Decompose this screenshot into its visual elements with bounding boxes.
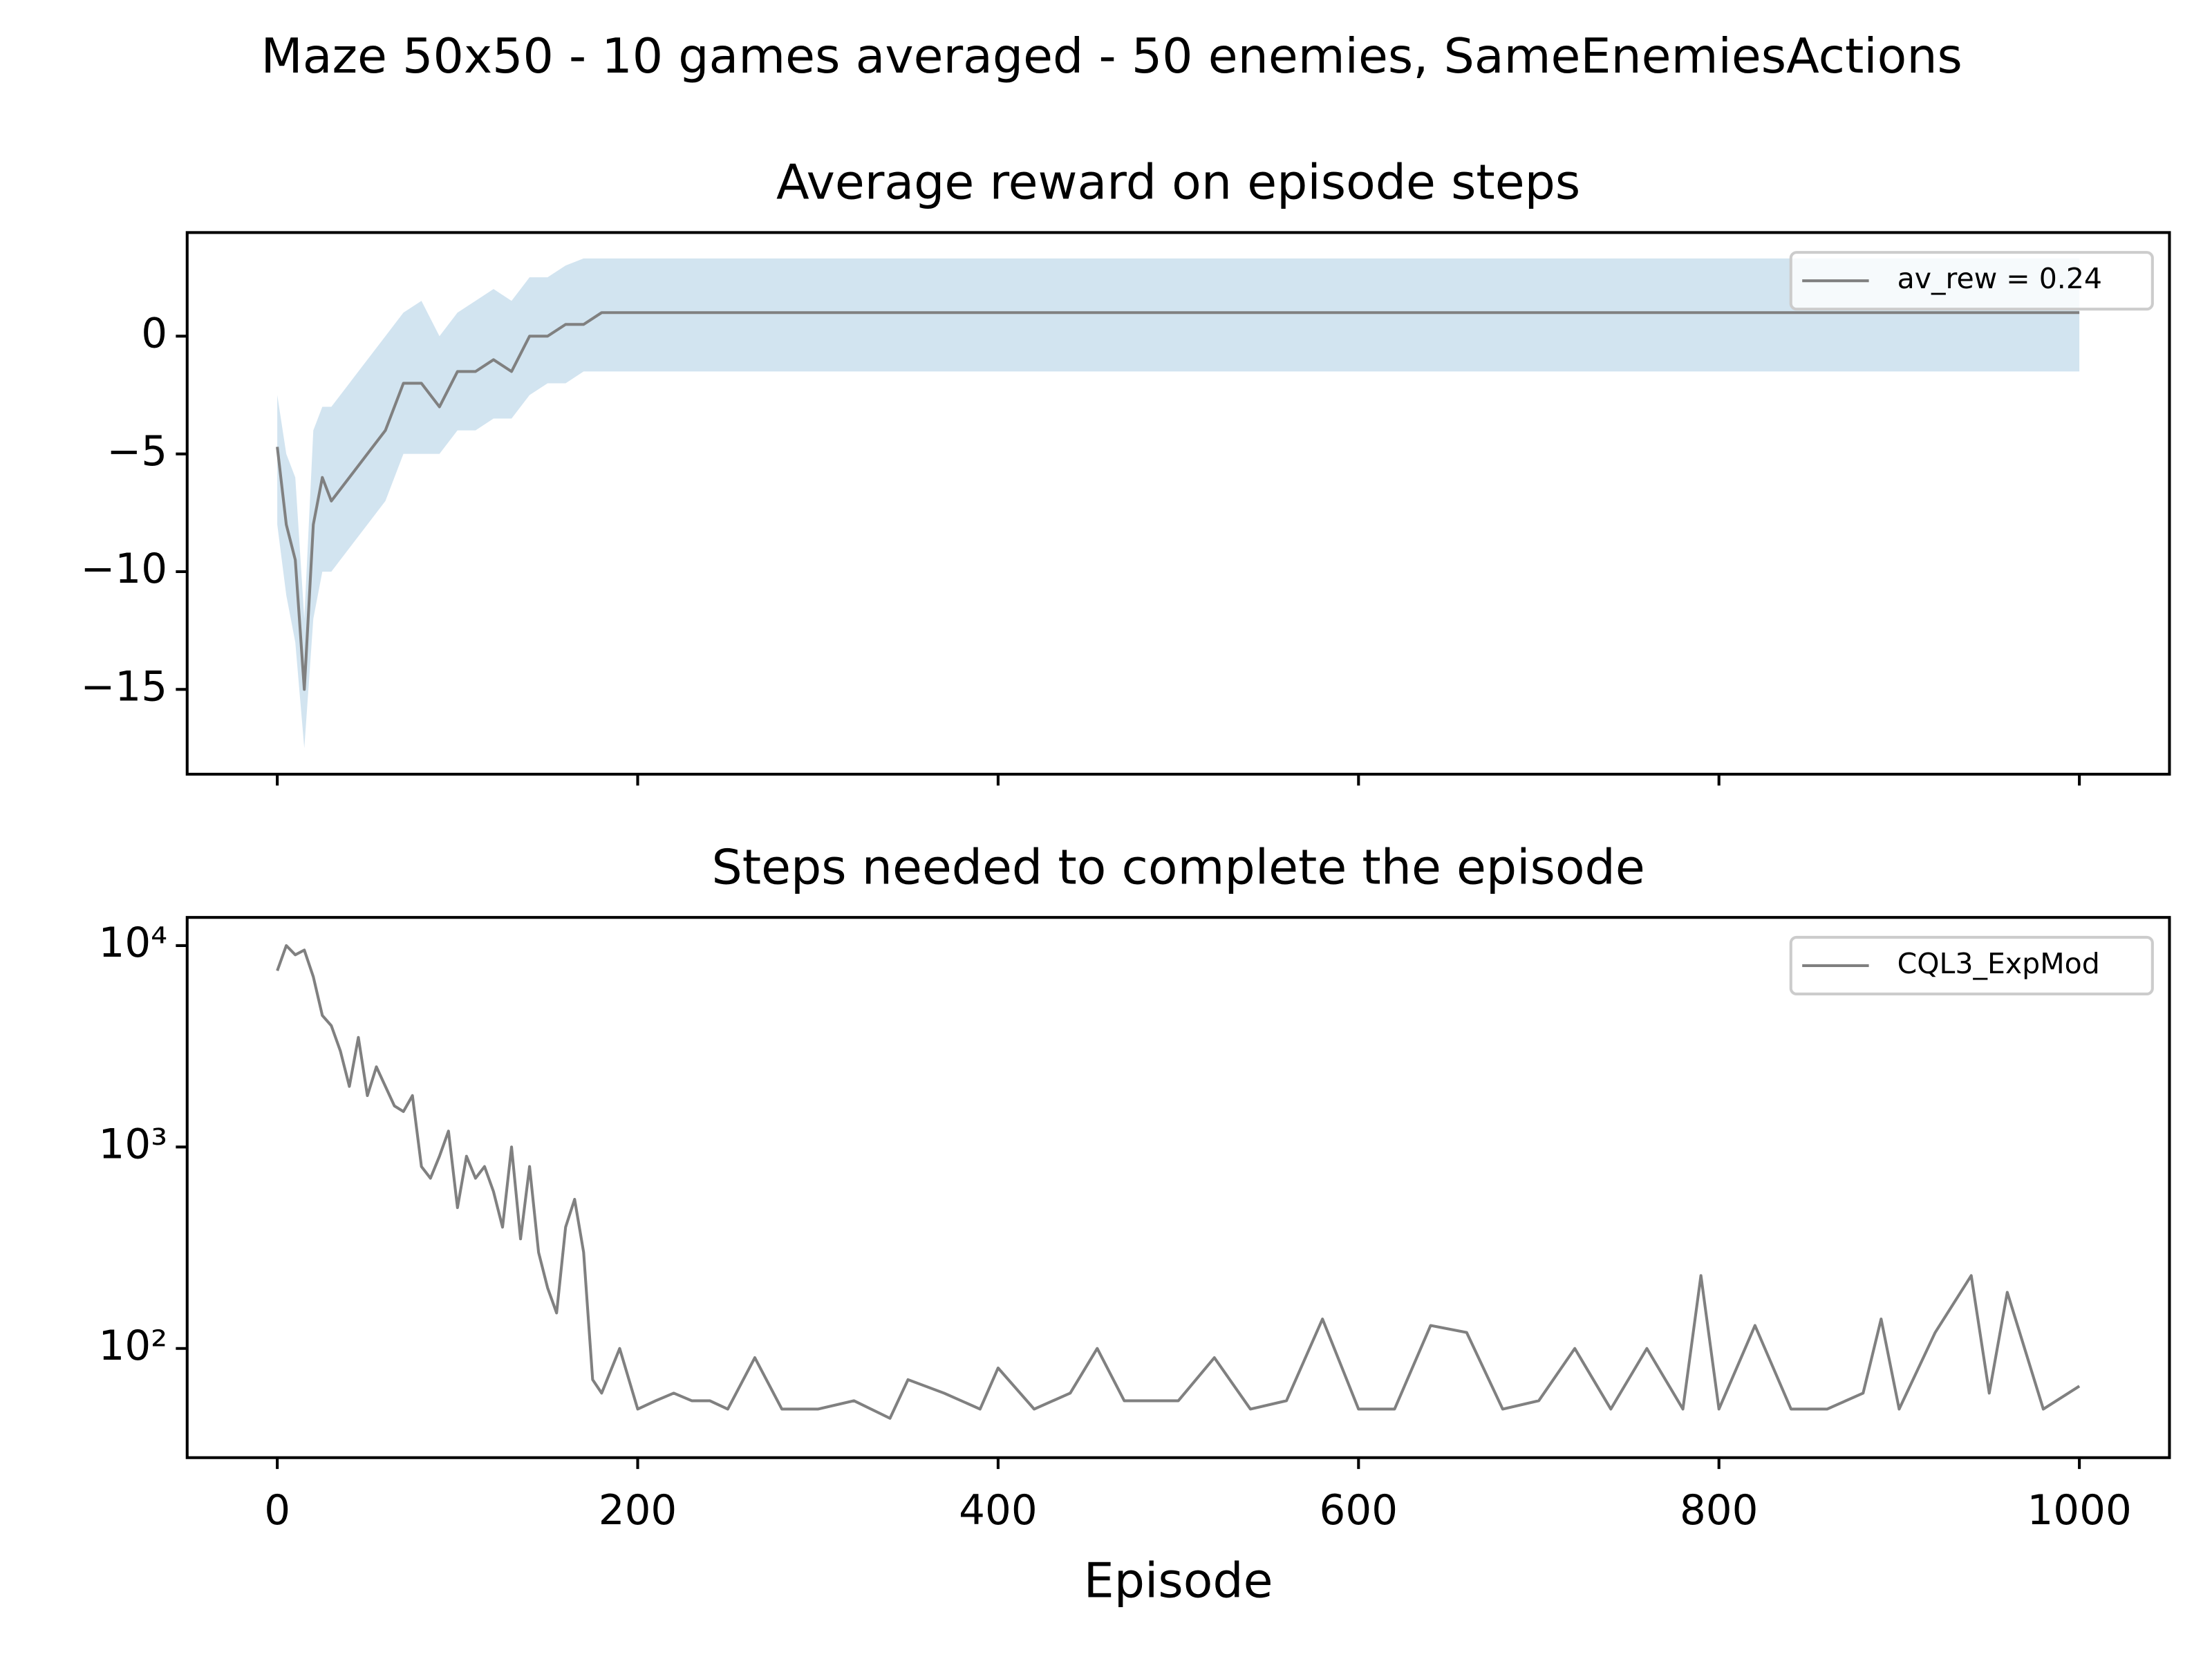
plot-frame xyxy=(185,916,2171,1459)
subplot-title: Steps needed to complete the episode xyxy=(711,840,1644,896)
series-line xyxy=(276,311,2080,691)
x-axis-label: Episode xyxy=(1084,1553,1273,1609)
subplot-title: Average reward on episode steps xyxy=(776,155,1580,211)
y-tick-label: 10² xyxy=(99,1322,168,1370)
plot-frame xyxy=(185,231,2171,776)
y-tick-label: 10⁴ xyxy=(99,919,168,967)
y-tick-label: −10 xyxy=(81,545,167,593)
legend-label: CQL3_ExpMod xyxy=(1897,947,2100,980)
x-tick-label: 400 xyxy=(959,1487,1038,1535)
x-tick-label: 1000 xyxy=(2027,1487,2131,1535)
legend-box xyxy=(1789,935,2154,995)
y-tick-label: 10³ xyxy=(99,1121,168,1168)
x-tick-label: 800 xyxy=(1680,1487,1759,1535)
y-tick-label: 0 xyxy=(141,310,167,357)
x-tick-label: 600 xyxy=(1320,1487,1398,1535)
y-tick-label: −5 xyxy=(106,428,167,476)
series-line xyxy=(276,944,2081,1420)
x-tick-label: 200 xyxy=(599,1487,677,1535)
legend-label: av_rew = 0.24 xyxy=(1897,262,2102,295)
legend-box xyxy=(1789,251,2154,311)
x-tick-label: 0 xyxy=(264,1487,290,1535)
y-tick-label: −15 xyxy=(81,663,167,711)
figure-title: Maze 50x50 - 10 games averaged - 50 enem… xyxy=(261,28,1962,84)
